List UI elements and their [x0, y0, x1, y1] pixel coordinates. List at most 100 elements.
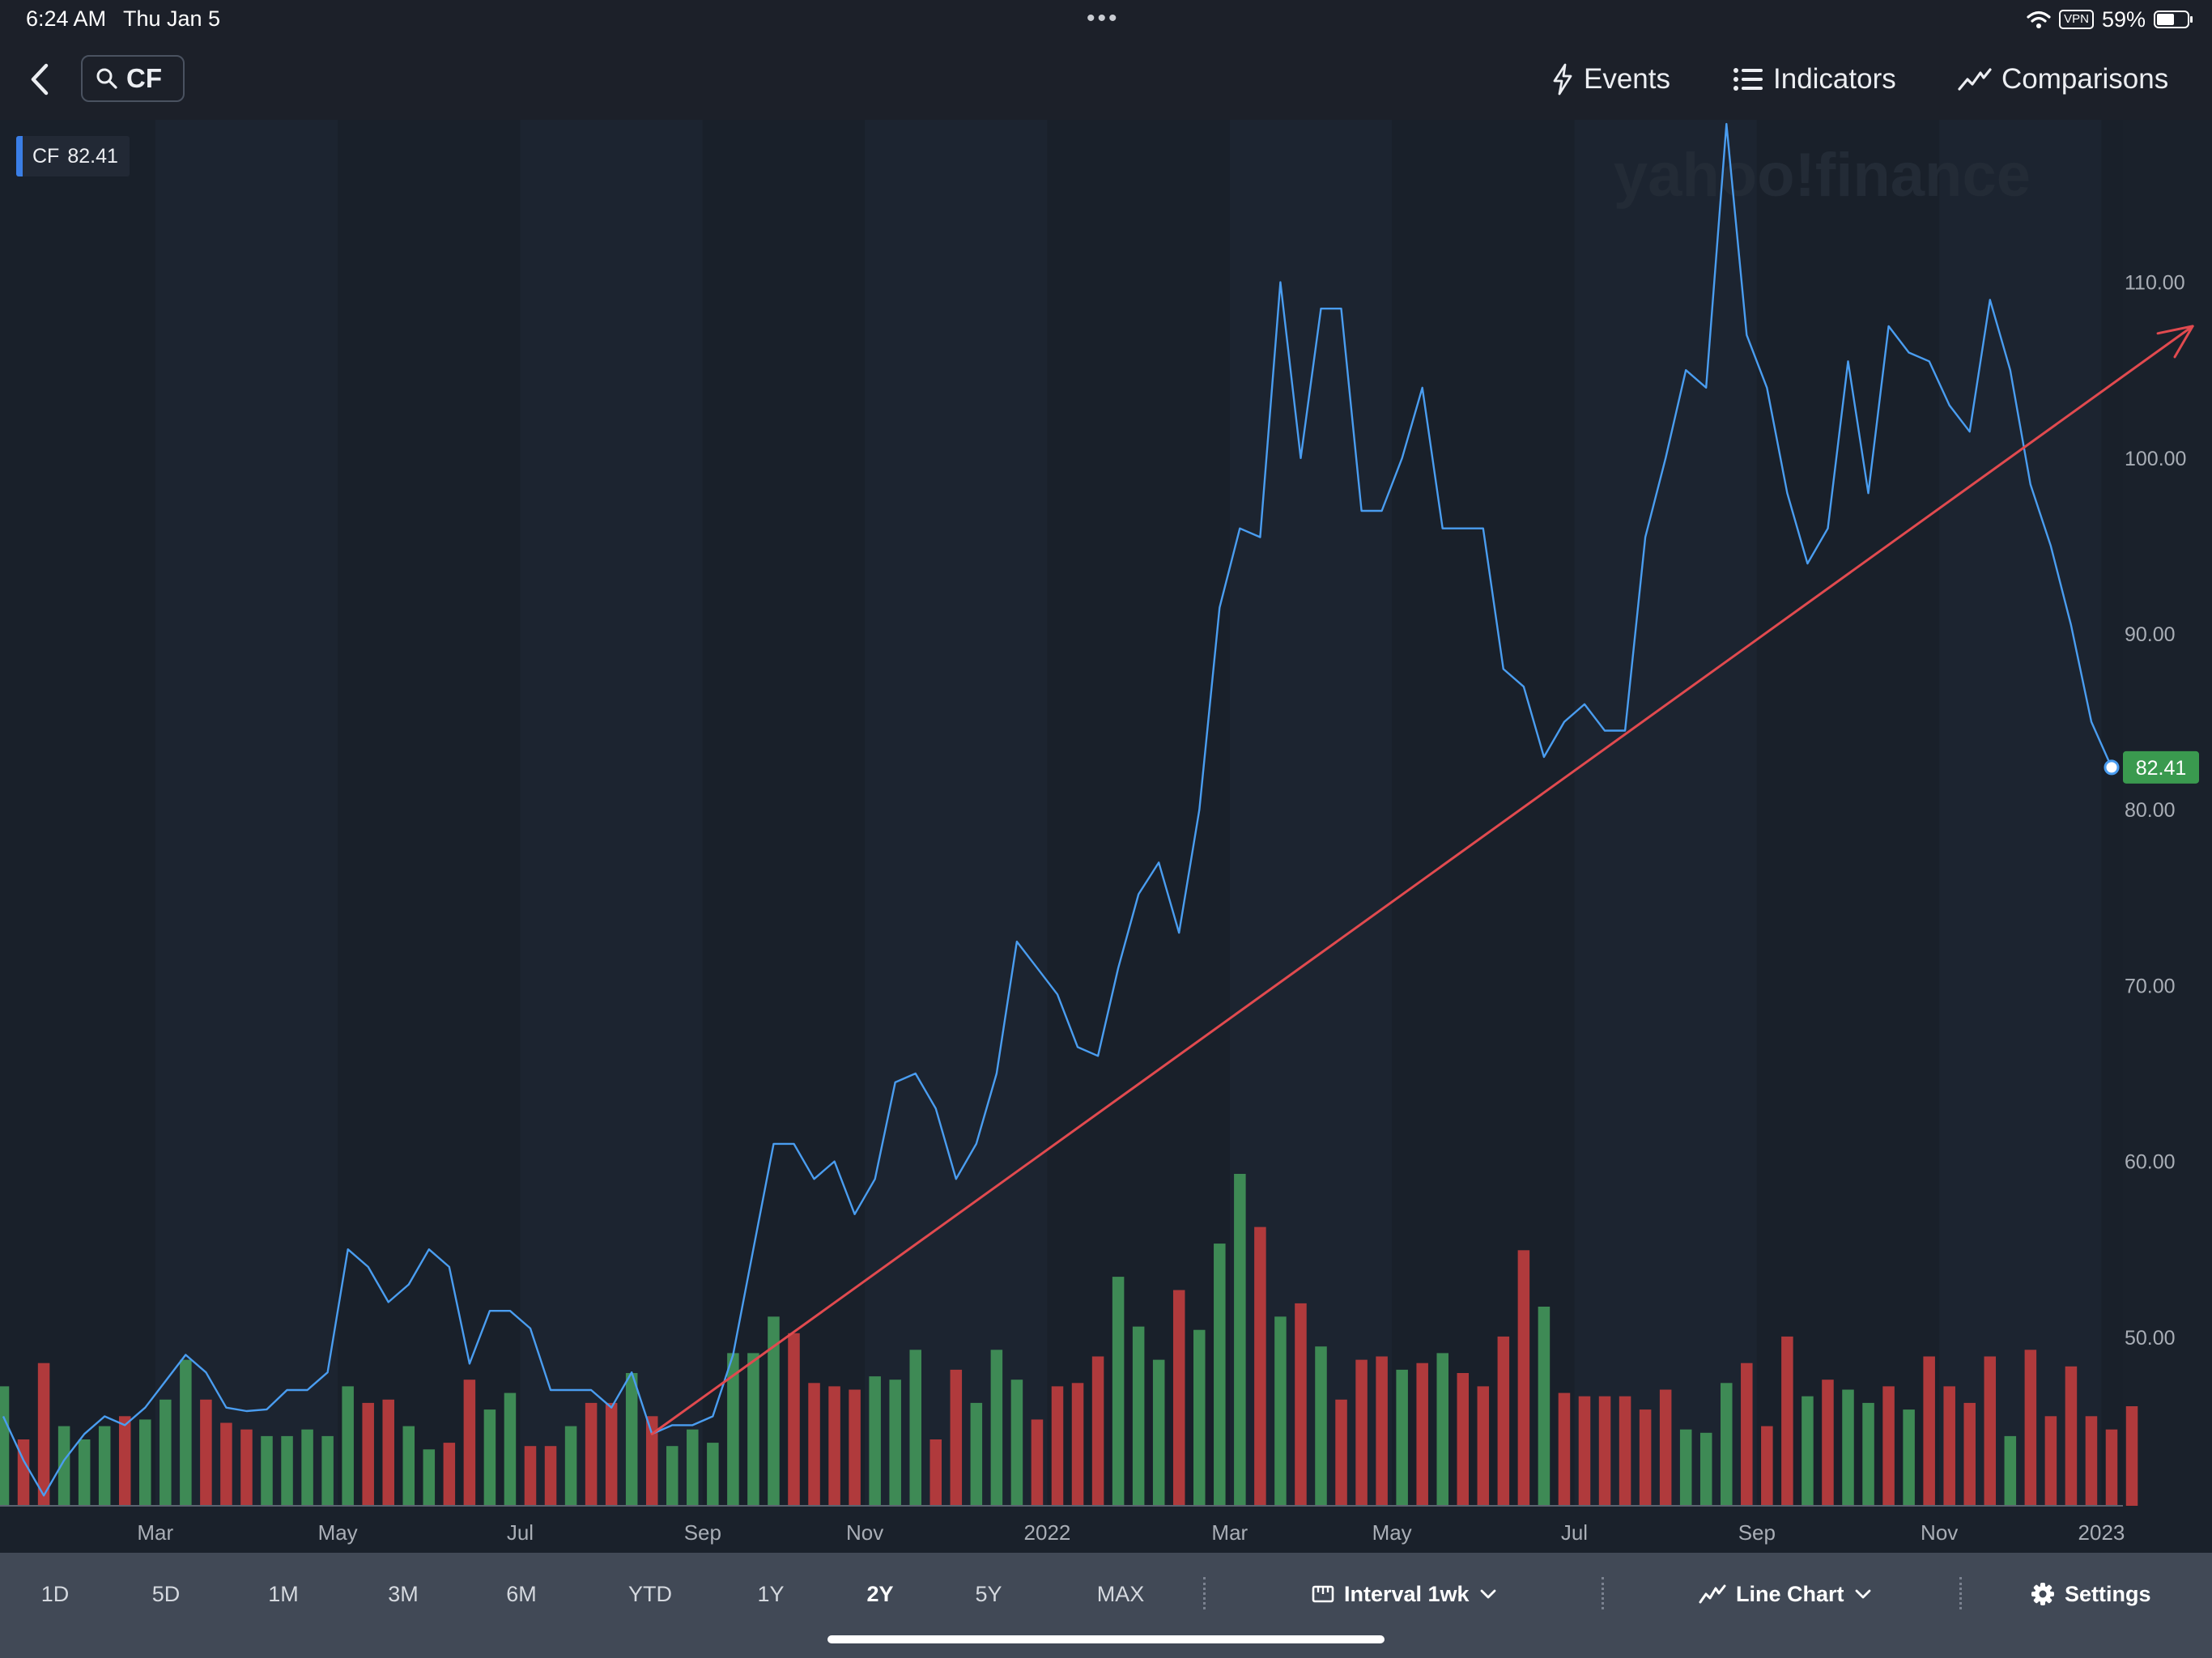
comparisons-button[interactable]: Comparisons [1958, 57, 2168, 102]
volume-bar [1477, 1386, 1490, 1506]
range-1y[interactable]: 1Y [757, 1582, 785, 1606]
symbol-search[interactable]: CF [81, 55, 185, 102]
volume-bar [889, 1380, 901, 1506]
volume-bar [1234, 1174, 1246, 1506]
chart-type-button[interactable]: Line Chart [1699, 1574, 1872, 1614]
settings-button[interactable]: Settings [2031, 1574, 2151, 1614]
chart-type-label: Line Chart [1736, 1581, 1844, 1606]
x-tick-label: Nov [1921, 1520, 1958, 1545]
battery-level [2157, 14, 2175, 25]
interval-button[interactable]: Interval 1wk [1312, 1574, 1497, 1614]
plot-band [1574, 120, 1757, 1506]
volume-bar [1517, 1250, 1530, 1506]
status-bar: 6:24 AM Thu Jan 5 ••• VPN 59% [0, 0, 2212, 39]
volume-bar [768, 1316, 780, 1506]
plot-band [865, 120, 1048, 1506]
volume-bar [2085, 1416, 2098, 1506]
volume-bar [139, 1419, 151, 1506]
volume-bar [1457, 1373, 1470, 1506]
volume-bar [160, 1399, 172, 1506]
last-value-label: 82.41 [2136, 757, 2187, 780]
last-value-badge [2123, 750, 2199, 784]
volume-bar [950, 1369, 963, 1506]
volume-bar [1295, 1303, 1307, 1506]
price-chart[interactable]: yahoo!finance Mar May Jul Sep Nov 2022 Mar May Ju… [0, 120, 2212, 1553]
range-6m[interactable]: 6M [506, 1582, 537, 1606]
toolbar-divider [1203, 1577, 1206, 1609]
volume-bar [1741, 1363, 1753, 1506]
volume-bar [1699, 1432, 1712, 1506]
volume-bar [1822, 1380, 1834, 1506]
y-tick-label: 90.00 [2125, 623, 2176, 646]
plot-band [1229, 120, 1393, 1506]
range-max[interactable]: MAX [1096, 1582, 1145, 1606]
x-tick-label: Jul [507, 1520, 534, 1545]
range-ytd[interactable]: YTD [628, 1582, 672, 1606]
price-line [2, 122, 2113, 1497]
y-tick-label: 50.00 [2125, 1327, 2176, 1350]
x-tick-label: May [1372, 1520, 1412, 1545]
range-1m[interactable]: 1M [268, 1582, 299, 1606]
series-legend: CF 82.41 [16, 136, 130, 176]
events-button[interactable]: Events [1551, 57, 1670, 102]
volume-bar [321, 1435, 334, 1506]
range-3m[interactable]: 3M [388, 1582, 419, 1606]
volume-bar [1091, 1356, 1104, 1506]
indicators-label: Indicators [1773, 63, 1896, 95]
volume-bar [240, 1429, 253, 1506]
range-5y[interactable]: 5Y [975, 1582, 1002, 1606]
volume-bar [1416, 1363, 1428, 1506]
gear-icon [2031, 1583, 2054, 1605]
volume-bar [1842, 1389, 1854, 1506]
volume-bar [990, 1350, 1003, 1506]
lightning-icon [1553, 63, 1572, 96]
volume-bar [382, 1399, 394, 1506]
volume-bar [909, 1350, 921, 1506]
volume-bar [1862, 1402, 1874, 1506]
chart-canvas[interactable]: yahoo!finance Mar May Jul Sep Nov 2022 Mar May Ju… [0, 120, 2212, 1553]
multitasking-dots[interactable]: ••• [1087, 5, 1120, 32]
volume-bar [929, 1439, 942, 1506]
volume-bar [585, 1402, 598, 1506]
range-2y[interactable]: 2Y [866, 1582, 894, 1606]
volume-bar [180, 1359, 192, 1506]
x-tick-label: Sep [1738, 1520, 1776, 1545]
volume-bar [1010, 1380, 1023, 1506]
search-icon [96, 68, 117, 89]
volume-bar [281, 1435, 293, 1506]
indicators-button[interactable]: Indicators [1733, 57, 1896, 102]
trend-arrow-head [2156, 325, 2194, 359]
volume-bar [443, 1443, 456, 1506]
volume-bar [1963, 1402, 1976, 1506]
volume-bar [57, 1426, 70, 1506]
range-5d[interactable]: 5D [151, 1582, 181, 1606]
volume-bar [1679, 1429, 1692, 1506]
y-tick-label: 60.00 [2125, 1151, 2176, 1174]
volume-bar [970, 1402, 983, 1506]
volume-bar [2044, 1416, 2057, 1506]
volume-bar [1254, 1226, 1266, 1506]
plot-band [1939, 120, 2102, 1506]
volume-bar [1538, 1307, 1551, 1506]
volume-bar [423, 1449, 436, 1506]
y-tick-label: 70.00 [2125, 975, 2176, 997]
volume-bar [1598, 1396, 1611, 1506]
volume-bar [1396, 1369, 1408, 1506]
back-button[interactable] [16, 55, 65, 104]
legend-value: 82.41 [67, 144, 118, 168]
range-1d[interactable]: 1D [40, 1582, 70, 1606]
volume-bar [1071, 1383, 1084, 1506]
volume-bar [1152, 1359, 1165, 1506]
home-indicator[interactable] [827, 1635, 1385, 1643]
plot-band [155, 120, 338, 1506]
x-tick-label: 2022 [1024, 1520, 1071, 1545]
battery-icon [2154, 11, 2193, 28]
legend-symbol: CF [32, 144, 60, 168]
volume-bar [1659, 1389, 1672, 1506]
volume-bar [544, 1446, 557, 1506]
watermark: yahoo!finance [1614, 141, 2031, 210]
volume-bar [37, 1363, 50, 1506]
volume-bar [2105, 1429, 2118, 1506]
volume-bar [625, 1373, 638, 1506]
x-tick-label: Mar [1211, 1520, 1248, 1545]
